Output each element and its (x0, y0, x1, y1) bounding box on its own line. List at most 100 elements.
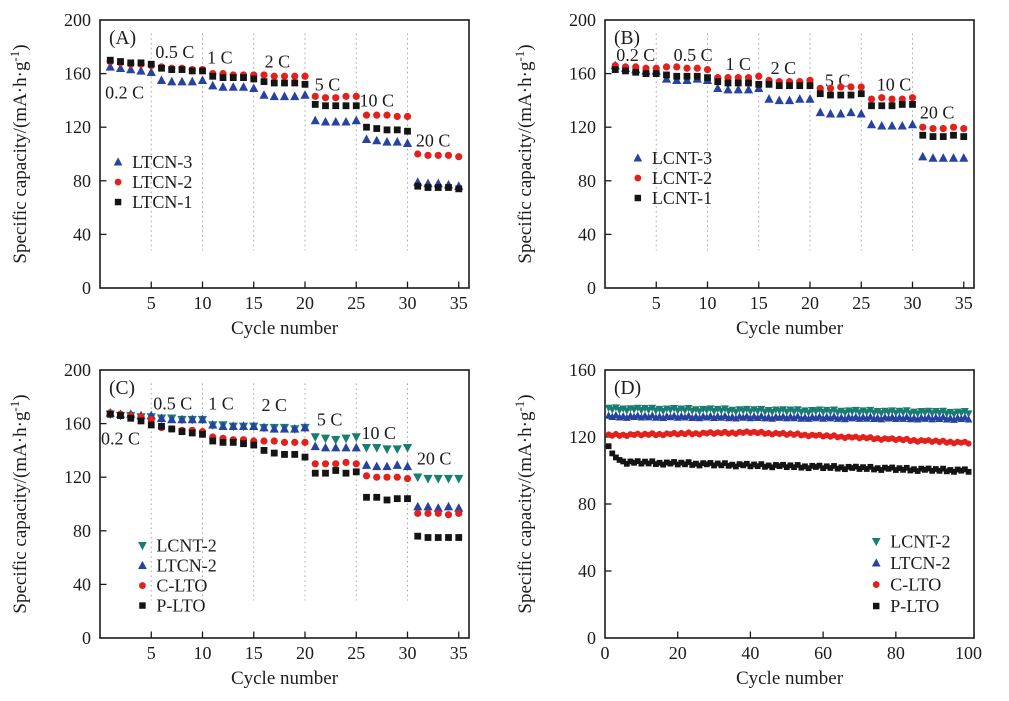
legend-label-P-LTO: P-LTO (890, 596, 939, 616)
legend-label-P-LTO: P-LTO (156, 596, 205, 616)
svg-text:1 C: 1 C (207, 48, 233, 68)
svg-text:10: 10 (699, 293, 717, 313)
panel-a: 5 10 15 20 25 30 35 Cycle number 0 40 80 120 160 200 S… (0, 0, 504, 350)
svg-text:0: 0 (587, 278, 596, 298)
panel-label: (A) (109, 28, 136, 49)
legend-label-LTCN-1: LTCN-1 (132, 192, 192, 212)
series-LTCN-1 (106, 56, 463, 193)
svg-text:10 C: 10 C (359, 90, 394, 110)
x-axis: 5 10 15 20 25 30 35 Cycle number (147, 631, 468, 689)
svg-text:15: 15 (750, 293, 768, 313)
svg-text:20 C: 20 C (416, 131, 451, 151)
panel-label: (D) (614, 378, 641, 399)
panel-c: 5 10 15 20 25 30 35 Cycle number 0 40 80 120 160 200 S… (0, 350, 504, 700)
svg-text:80: 80 (887, 643, 905, 663)
svg-text:120: 120 (569, 117, 596, 137)
panel-d: 0 20 40 60 80 100 Cycle number 0 40 80 120 160 Speci… (505, 350, 1009, 700)
svg-text:2 C: 2 C (265, 52, 291, 72)
svg-text:160: 160 (569, 360, 596, 380)
svg-text:10 C: 10 C (877, 74, 912, 94)
legend-label-LCNT-2: LCNT-2 (156, 536, 216, 556)
svg-text:160: 160 (64, 414, 91, 434)
svg-text:0.2 C: 0.2 C (105, 82, 144, 102)
svg-text:40: 40 (73, 224, 91, 244)
svg-text:10: 10 (194, 293, 212, 313)
series-LTCN-2 (105, 407, 464, 512)
svg-text:80: 80 (578, 171, 596, 191)
svg-text:0: 0 (82, 628, 91, 648)
svg-text:5 C: 5 C (317, 410, 343, 430)
svg-text:60: 60 (814, 643, 832, 663)
svg-text:200: 200 (569, 10, 596, 30)
panel-b: 5 10 15 20 25 30 35 Cycle number 0 40 80 120 160 200 S… (505, 0, 1009, 350)
svg-text:160: 160 (569, 64, 596, 84)
svg-text:20: 20 (296, 643, 314, 663)
svg-text:40: 40 (578, 561, 596, 581)
plot-frame (99, 369, 470, 639)
svg-text:120: 120 (64, 467, 91, 487)
x-axis-label: Cycle number (736, 318, 844, 339)
legend-label-LCNT-2: LCNT-2 (652, 168, 712, 188)
legend-label-LTCN-2: LTCN-2 (890, 553, 950, 573)
y-axis-label: Specific capacity/(mA·h·g-1) (7, 44, 31, 263)
svg-text:2 C: 2 C (771, 58, 797, 78)
y-axis: 0 40 80 120 160 200 (569, 10, 612, 298)
svg-text:10 C: 10 C (362, 423, 397, 443)
svg-text:40: 40 (741, 643, 759, 663)
series-LTCN-3 (105, 62, 464, 190)
svg-text:80: 80 (578, 494, 596, 514)
panel-label: (B) (614, 28, 640, 49)
series-P-LTO (106, 410, 463, 541)
svg-text:0.2 C: 0.2 C (616, 45, 655, 65)
svg-text:40: 40 (73, 574, 91, 594)
series-LCNT-2 (604, 404, 973, 419)
svg-text:5: 5 (147, 293, 156, 313)
svg-text:0.5 C: 0.5 C (153, 394, 192, 414)
svg-text:0: 0 (82, 278, 91, 298)
svg-text:25: 25 (852, 293, 870, 313)
svg-text:100: 100 (955, 643, 982, 663)
svg-text:35: 35 (450, 643, 468, 663)
x-axis: 5 10 15 20 25 30 35 Cycle number (147, 281, 468, 339)
legend-label-C-LTO: C-LTO (156, 576, 207, 596)
y-axis-label: Specific capacity/(mA·h·g-1) (7, 394, 31, 613)
svg-text:0.2 C: 0.2 C (101, 428, 140, 448)
legend-label-C-LTO: C-LTO (890, 575, 941, 595)
svg-text:0: 0 (601, 643, 610, 663)
svg-text:15: 15 (245, 293, 263, 313)
series-C-LTO (605, 428, 972, 447)
svg-text:40: 40 (578, 224, 596, 244)
legend-label-LCNT-2: LCNT-2 (890, 532, 950, 552)
svg-text:80: 80 (73, 171, 91, 191)
svg-text:80: 80 (73, 521, 91, 541)
plot-frame (99, 19, 470, 289)
series-LTCN-2 (604, 411, 973, 423)
svg-text:0.5 C: 0.5 C (674, 45, 713, 65)
svg-text:120: 120 (64, 117, 91, 137)
svg-text:20: 20 (296, 293, 314, 313)
svg-text:1 C: 1 C (725, 54, 751, 74)
svg-text:200: 200 (64, 360, 91, 380)
svg-text:20: 20 (669, 643, 687, 663)
svg-text:2 C: 2 C (261, 395, 287, 415)
svg-text:15: 15 (245, 643, 263, 663)
panel-label: (C) (109, 378, 135, 399)
chart-d-cycling-stability: 0 20 40 60 80 100 Cycle number 0 40 80 120 160 Speci… (512, 360, 982, 689)
plot-frame (604, 19, 975, 289)
x-axis: 5 10 15 20 25 30 35 Cycle number (652, 281, 973, 339)
svg-text:20 C: 20 C (417, 448, 452, 468)
legend-label-LTCN-2: LTCN-2 (132, 172, 192, 192)
chart-c-rate-capability-comparison: 5 10 15 20 25 30 35 Cycle number 0 40 80 120 160 200 S… (7, 360, 470, 689)
legend-label-LTCN-3: LTCN-3 (132, 152, 192, 172)
svg-text:30: 30 (904, 293, 922, 313)
svg-text:25: 25 (347, 643, 365, 663)
chart-b-rate-capability-lcnt: 5 10 15 20 25 30 35 Cycle number 0 40 80 120 160 200 S… (512, 10, 975, 339)
svg-text:35: 35 (450, 293, 468, 313)
series-C-LTO (106, 409, 463, 519)
